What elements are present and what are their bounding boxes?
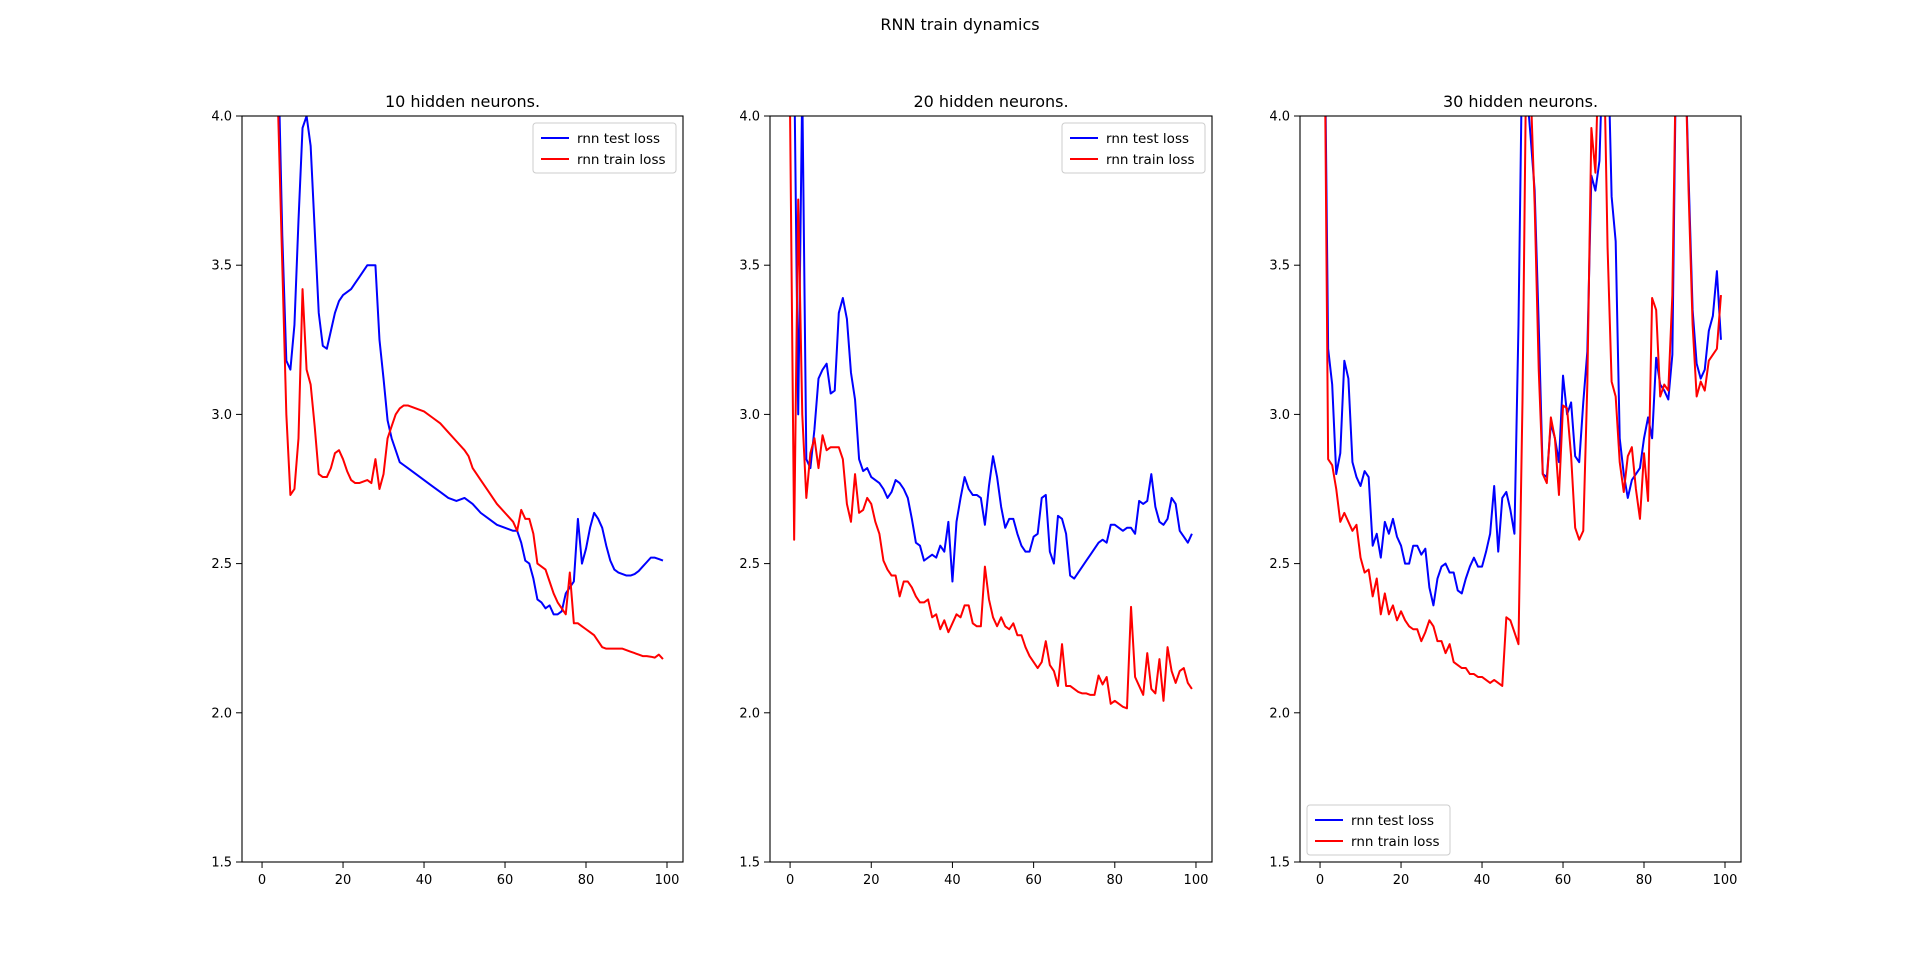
- y-tick-label: 1.5: [1269, 856, 1290, 871]
- series-line-rnn-test-loss: [793, 116, 1193, 583]
- y-tick-label: 2.0: [739, 706, 760, 721]
- y-tick-label: 3.5: [211, 259, 232, 274]
- subplot-title: 30 hidden neurons.: [1443, 92, 1598, 111]
- x-tick-label: 0: [786, 873, 794, 888]
- y-tick-label: 2.0: [211, 706, 232, 721]
- subplot-title: 20 hidden neurons.: [913, 92, 1068, 111]
- series-line-rnn-test-loss: [278, 116, 664, 616]
- axes-frame: [241, 115, 684, 863]
- series-line-rnn-train-loss: [277, 116, 664, 660]
- y-tick-label: 2.5: [211, 557, 232, 572]
- x-tick-label: 60: [1555, 873, 1572, 888]
- legend: rnn test loss rnn train loss: [532, 122, 677, 174]
- y-tick-label: 3.0: [739, 408, 760, 423]
- x-tick-label: 60: [497, 873, 514, 888]
- legend: rnn test loss rnn train loss: [1306, 804, 1451, 856]
- legend: rnn test loss rnn train loss: [1061, 122, 1206, 174]
- legend-label: rnn test loss: [1106, 131, 1189, 147]
- series-line-rnn-train-loss: [789, 116, 1193, 710]
- subplots: 0 20 40 60 80 100 1.5 2.0 2.5 3.0 3.5 4.0 10 hidden …: [211, 92, 1742, 888]
- y-tick-label: 4.0: [739, 110, 760, 125]
- x-tick-label: 40: [416, 873, 433, 888]
- subplot-3: 0 20 40 60 80 100 1.5 2.0 2.5 3.0 3.5 4.0 30 hidden …: [1269, 92, 1742, 888]
- legend-label: rnn test loss: [577, 131, 660, 147]
- legend-label: rnn train loss: [1351, 834, 1440, 850]
- axes-frame: [769, 115, 1213, 863]
- x-tick-label: 100: [655, 873, 680, 888]
- series-line-rnn-train-loss: [1324, 116, 1722, 687]
- x-tick-label: 20: [335, 873, 352, 888]
- x-tick-label: 60: [1025, 873, 1042, 888]
- x-tick-label: 40: [1474, 873, 1491, 888]
- legend-box: [1306, 804, 1451, 856]
- legend-label: rnn train loss: [577, 152, 666, 168]
- x-tick-label: 80: [578, 873, 595, 888]
- y-tick-label: 2.0: [1269, 706, 1290, 721]
- legend-label: rnn train loss: [1106, 152, 1195, 168]
- axes-frame: [1299, 115, 1742, 863]
- x-tick-label: 100: [1184, 873, 1209, 888]
- y-tick-label: 3.0: [211, 408, 232, 423]
- series-line-rnn-test-loss: [1324, 116, 1722, 607]
- legend-label: rnn test loss: [1351, 813, 1434, 829]
- legend-box: [1061, 122, 1206, 174]
- subplot-title: 10 hidden neurons.: [385, 92, 540, 111]
- x-tick-label: 40: [944, 873, 961, 888]
- subplot-1: 0 20 40 60 80 100 1.5 2.0 2.5 3.0 3.5 4.0 10 hidden …: [211, 92, 684, 888]
- figure-title: RNN train dynamics: [880, 15, 1039, 34]
- y-tick-label: 4.0: [1269, 110, 1290, 125]
- x-tick-label: 80: [1636, 873, 1653, 888]
- y-tick-label: 2.5: [739, 557, 760, 572]
- y-tick-label: 3.5: [739, 259, 760, 274]
- x-tick-label: 20: [863, 873, 880, 888]
- x-tick-label: 80: [1107, 873, 1124, 888]
- x-tick-label: 100: [1713, 873, 1738, 888]
- y-tick-label: 3.5: [1269, 259, 1290, 274]
- subplot-2: 0 20 40 60 80 100 1.5 2.0 2.5 3.0 3.5 4.0 20 hidden …: [739, 92, 1213, 888]
- x-tick-label: 20: [1393, 873, 1410, 888]
- y-tick-label: 1.5: [211, 856, 232, 871]
- x-tick-label: 0: [258, 873, 266, 888]
- y-tick-label: 1.5: [739, 856, 760, 871]
- legend-box: [532, 122, 677, 174]
- x-tick-label: 0: [1316, 873, 1324, 888]
- y-tick-label: 3.0: [1269, 408, 1290, 423]
- y-tick-label: 2.5: [1269, 557, 1290, 572]
- y-tick-label: 4.0: [211, 110, 232, 125]
